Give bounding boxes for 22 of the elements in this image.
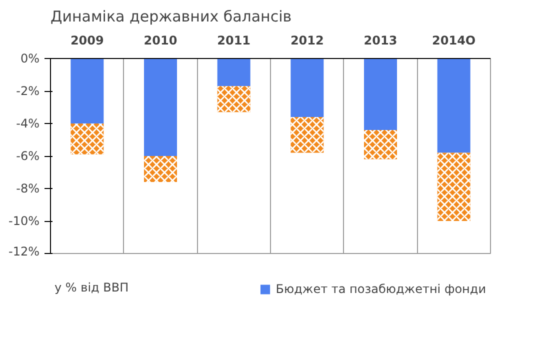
x-tick-label: 2014О [432,34,476,48]
bar [437,58,470,153]
bar [217,58,250,86]
y-tick-label: -2% [16,84,40,98]
y-tick-label: -12% [8,244,40,258]
y-tick-label: 0% [20,52,40,66]
x-tick-label: 2009 [70,34,104,48]
x-tick-label: 2011 [217,34,251,48]
bar [70,58,104,124]
x-tick-label: 2012 [290,34,324,48]
x-tick-label: 2010 [144,34,178,48]
y-tick-label: -6% [16,149,40,163]
bar [364,58,397,130]
y-tick-label: -4% [16,116,40,130]
bar [144,58,177,156]
bar [290,58,324,117]
y-tick-label: -10% [8,214,40,228]
legend-label: Бюджет та позабюджетні фонди [276,282,486,296]
chart-title: Динаміка державних балансів [50,8,292,26]
y-tick-label: -8% [16,182,40,196]
text: у % від ВВП [54,280,129,294]
x-tick-label: 2013 [364,34,398,48]
